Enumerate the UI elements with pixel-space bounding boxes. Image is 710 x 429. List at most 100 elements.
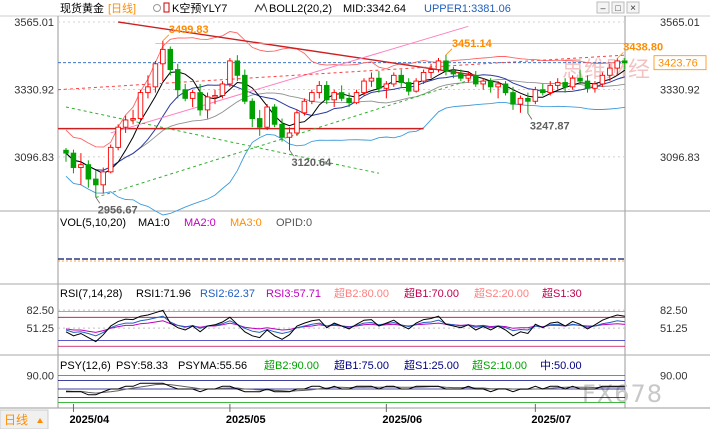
candle-body xyxy=(413,80,419,92)
instrument-title: 现货黄金 xyxy=(60,1,104,15)
watermark-top: 思维财经 xyxy=(562,58,650,83)
candle-body xyxy=(279,123,285,138)
rsi-y-tick-right: 82.50 xyxy=(660,305,688,317)
trendline-resistance xyxy=(118,21,476,77)
candle-body xyxy=(286,132,293,138)
x-tick-label: 2025/05 xyxy=(226,414,266,426)
candle-body xyxy=(309,92,315,102)
candle-body xyxy=(338,92,345,99)
candle-body xyxy=(145,86,151,94)
candle-body xyxy=(107,146,114,173)
ma10-line xyxy=(65,74,625,171)
candle-body xyxy=(435,60,442,71)
candle-body xyxy=(271,106,278,125)
candle-body xyxy=(502,83,509,94)
annotation-label: 3247.87 xyxy=(530,120,570,132)
psy-s2-label: 超S2:10.00 xyxy=(472,358,527,372)
period-tab[interactable] xyxy=(0,409,49,429)
last-price-label: 3423.76 xyxy=(658,58,698,70)
candle-body xyxy=(137,92,144,119)
main-y-tick-label-right: 3565.01 xyxy=(660,17,700,29)
candle-body xyxy=(93,178,99,186)
x-tick-label: 2025/06 xyxy=(382,414,422,426)
rsi-s1-label: 超S1:30 xyxy=(542,286,582,300)
candle-body xyxy=(234,60,241,76)
vol-label: VOL(5,10,20) xyxy=(60,217,126,229)
main-y-tick-label-right: 3330.92 xyxy=(660,84,700,96)
candle-body xyxy=(487,80,494,88)
candle-body xyxy=(443,60,449,72)
candle-body xyxy=(85,164,92,180)
annotation-label: 3438.80 xyxy=(623,41,663,53)
indicator-label[interactable]: K空预YLY7 xyxy=(172,1,227,15)
close-icon: × xyxy=(630,3,636,14)
candle-body xyxy=(219,83,226,96)
boll-upper-line xyxy=(65,31,625,148)
trendline-channel-upper xyxy=(110,25,469,134)
candle-body xyxy=(78,164,84,168)
maximize-button[interactable] xyxy=(611,1,625,14)
price-annotations: 3499.83 3451.14 3438.80 2956.67 3120.64 3247.… xyxy=(95,24,663,216)
candle-body xyxy=(324,84,330,101)
candle-body xyxy=(316,84,323,94)
candle-body xyxy=(130,118,136,121)
rsi2-line xyxy=(65,315,625,337)
candle-body xyxy=(562,82,568,88)
candle-body xyxy=(398,74,405,83)
rsi-label: RSI(7,14,28) xyxy=(60,288,122,300)
close-button[interactable] xyxy=(626,1,640,14)
minimize-button[interactable] xyxy=(596,1,610,14)
chart-frame xyxy=(0,15,710,409)
candle-body xyxy=(346,97,352,104)
rsi-b1-label: 超B1:70.00 xyxy=(404,286,459,300)
rsi-panel: RSI(7,14,28) RSI1:71.96 RSI2:62.37 RSI3:… xyxy=(60,286,582,300)
psy-value-label: PSY:58.33 xyxy=(116,360,168,372)
candle-icon xyxy=(163,2,170,13)
watermark-bottom: FX678 xyxy=(582,380,663,408)
main-overlay-lines xyxy=(57,21,633,216)
candle-body xyxy=(428,69,434,73)
candle-body xyxy=(540,89,546,94)
vol-ma3-label: MA3:0 xyxy=(230,217,262,229)
settings-circle-icon[interactable] xyxy=(153,4,161,12)
boll-mid-label: MID:3342.64 xyxy=(343,3,406,15)
psy-lines: 90.00 90.00 xyxy=(26,370,688,404)
candle-body xyxy=(584,80,591,89)
candle-body xyxy=(294,112,300,134)
boll-mid-line xyxy=(65,79,625,171)
rsi1-label: RSI1:71.96 xyxy=(136,288,191,300)
period-label[interactable]: [日线] xyxy=(108,1,136,15)
rsi3-label: RSI3:57.71 xyxy=(266,288,321,300)
rsi-b2-label: 超B2:80.00 xyxy=(334,286,389,300)
main-y-tick-label-right: 3096.83 xyxy=(660,152,700,164)
candle-body xyxy=(242,74,248,102)
annotation-pointer xyxy=(289,149,294,157)
rsi-s2-label: 超S2:20.00 xyxy=(474,286,529,300)
period-up-arrow-icon[interactable] xyxy=(37,418,43,423)
annotation-label: 3451.14 xyxy=(452,38,493,50)
annotation-pointer xyxy=(445,48,453,56)
candle-body xyxy=(256,118,263,128)
boll-label[interactable]: BOLL2(20,2) xyxy=(269,3,332,15)
annotation-pointer xyxy=(617,52,624,59)
candle-body xyxy=(122,119,129,128)
candle-body xyxy=(458,73,464,79)
candle-body xyxy=(614,60,621,69)
psyma-line xyxy=(65,383,625,394)
candle-body xyxy=(473,74,479,85)
candle-body xyxy=(383,83,390,89)
rsi-y-tick-left: 82.50 xyxy=(26,305,54,317)
candle-body xyxy=(622,60,628,64)
rsi-lines: 82.50 82.50 51.25 51.25 xyxy=(26,305,688,347)
main-y-tick-label-left: 3096.83 xyxy=(14,152,54,164)
candle-body xyxy=(495,83,501,88)
last-price-box xyxy=(653,55,707,71)
psy-y-tick-left: 90.00 xyxy=(26,370,54,382)
boll-upper-label: UPPER1:3381.06 xyxy=(424,3,511,15)
annotation-label: 3499.83 xyxy=(169,24,209,36)
candle-body xyxy=(592,83,598,89)
minimize-icon: – xyxy=(600,3,605,13)
candle-body xyxy=(450,70,457,75)
candle-body xyxy=(391,74,397,85)
